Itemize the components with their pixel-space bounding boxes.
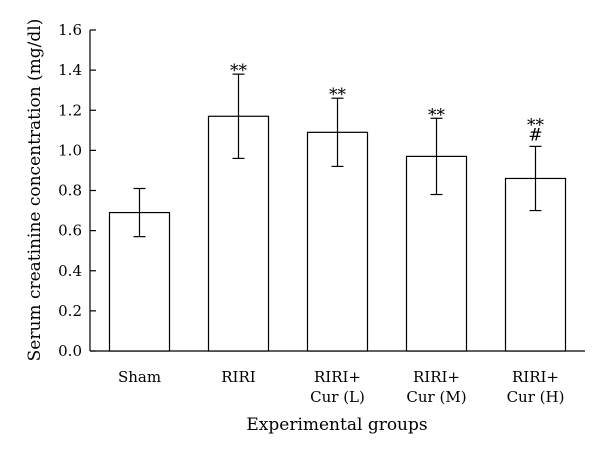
bar-group	[108, 187, 171, 352]
significance-marker: **	[329, 85, 347, 105]
significance-marker: **	[527, 115, 545, 135]
significance-marker: **	[428, 105, 446, 125]
y-tick-label: 1.2	[58, 101, 82, 119]
bar-group: **#	[504, 115, 567, 352]
y-tick-label: 1.6	[58, 21, 82, 39]
y-tick-label: 0.8	[58, 182, 82, 200]
y-axis-label: Serum creatinine concentration (mg/dl)	[25, 19, 45, 362]
x-tick-label: RIRI+	[413, 368, 460, 386]
x-tick-label: RIRI	[221, 368, 256, 386]
bar	[306, 131, 369, 352]
bar-group: **	[306, 85, 369, 352]
significance-marker: **	[230, 61, 248, 81]
y-tick-label: 1.4	[58, 61, 82, 79]
x-tick-labels: Sham RIRI RIRI+ Cur (L) RIRI+ Cur (M) RIRI+ Cur…	[118, 368, 564, 406]
x-tick-label: Cur (H)	[507, 388, 565, 406]
x-axis-label: Experimental groups	[246, 415, 427, 435]
x-tick-label: Sham	[118, 368, 161, 386]
bar-group: **	[405, 105, 468, 352]
bar-group: **	[207, 61, 270, 352]
x-tick-label: Cur (L)	[310, 388, 365, 406]
chart-bars: ********#	[108, 61, 567, 352]
y-tick-label: 0.0	[58, 342, 82, 360]
chart-axes: 0.0 0.2 0.4 0.6 0.8 1.0 1.2 1.4 1.6	[58, 21, 585, 360]
y-tick-label: 0.4	[58, 262, 82, 280]
x-tick-label: RIRI+	[314, 368, 361, 386]
x-tick-label: RIRI+	[512, 368, 559, 386]
significance-marker: #	[528, 125, 542, 145]
x-tick-label: Cur (M)	[406, 388, 466, 406]
y-tick-label: 1.0	[58, 141, 82, 159]
y-tick-label: 0.2	[58, 302, 82, 320]
y-tick-label: 0.6	[58, 222, 82, 240]
